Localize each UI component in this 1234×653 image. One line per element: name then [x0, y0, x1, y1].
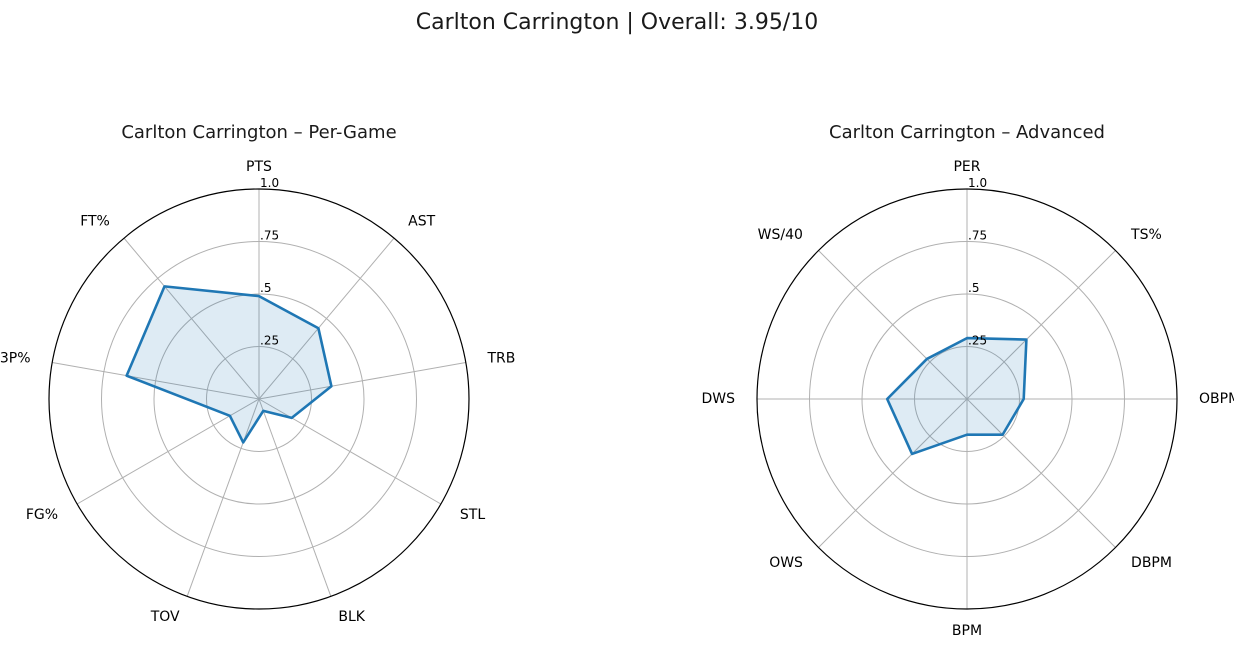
series-fill-advanced — [887, 338, 1027, 454]
spoke-3p-pct-per-game — [52, 362, 260, 400]
category-label-pts-per-game: PTS — [246, 159, 272, 175]
spoke-dbpm-advanced — [966, 398, 1116, 548]
spoke-ft-pct-per-game — [123, 237, 260, 400]
series-line-advanced — [885, 336, 1028, 456]
radial-tick-label-advanced-1: .5 — [968, 281, 979, 295]
category-label-ast-per-game: AST — [408, 213, 435, 229]
series-fill-per-game — [126, 286, 332, 443]
category-label-3p-pct-per-game: 3P% — [0, 351, 31, 367]
radar-chart-per-game: Carlton Carrington – Per-Game .25 .5 .75 1.… — [0, 122, 515, 625]
spoke-ts-pct-advanced — [966, 250, 1116, 400]
polar-frame-advanced — [756, 188, 1178, 610]
category-label-ts-pct-advanced: TS% — [1130, 227, 1162, 243]
chart-title-advanced: Carlton Carrington – Advanced — [829, 122, 1105, 143]
spoke-ws-40-advanced — [818, 250, 968, 400]
spoke-blk-per-game — [258, 398, 332, 597]
radial-tick-label-advanced-0: .25 — [968, 334, 987, 348]
category-label-ws-40-advanced: WS/40 — [758, 227, 803, 243]
category-label-bpm-advanced: BPM — [952, 623, 982, 639]
chart-title-per-game: Carlton Carrington – Per-Game — [121, 122, 396, 143]
category-label-ft-pct-per-game: FT% — [80, 213, 110, 229]
category-label-fg-pct-per-game: FG% — [26, 507, 58, 523]
series-line-per-game — [125, 285, 333, 444]
spoke-tov-per-game — [186, 398, 260, 597]
category-label-obpm-advanced: OBPM — [1199, 391, 1234, 407]
category-label-dws-advanced: DWS — [701, 391, 735, 407]
figure-title: Carlton Carrington | Overall: 3.95/10 — [416, 10, 818, 35]
category-label-stl-per-game: STL — [460, 507, 485, 523]
spoke-trb-per-game — [258, 362, 466, 400]
radial-tick-label-advanced-2: .75 — [968, 229, 987, 243]
category-label-ows-advanced: OWS — [769, 555, 803, 571]
category-label-blk-per-game: BLK — [338, 609, 365, 625]
radial-tick-label-per-game-1: .5 — [260, 281, 271, 295]
category-label-trb-per-game: TRB — [486, 351, 515, 367]
spoke-ows-advanced — [818, 398, 968, 548]
radial-tick-label-per-game-3: 1.0 — [260, 176, 279, 190]
radial-tick-label-advanced-3: 1.0 — [968, 176, 987, 190]
radial-tick-label-per-game-2: .75 — [260, 229, 279, 243]
polar-frame-per-game — [48, 188, 470, 610]
radial-tick-label-per-game-0: .25 — [260, 334, 279, 348]
category-label-tov-per-game: TOV — [150, 609, 180, 625]
spoke-ast-per-game — [258, 237, 395, 400]
radar-chart-advanced: Carlton Carrington – Advanced .25 .5 .75 1.… — [701, 122, 1234, 639]
category-label-per-advanced: PER — [953, 159, 980, 175]
category-label-dbpm-advanced: DBPM — [1131, 555, 1172, 571]
